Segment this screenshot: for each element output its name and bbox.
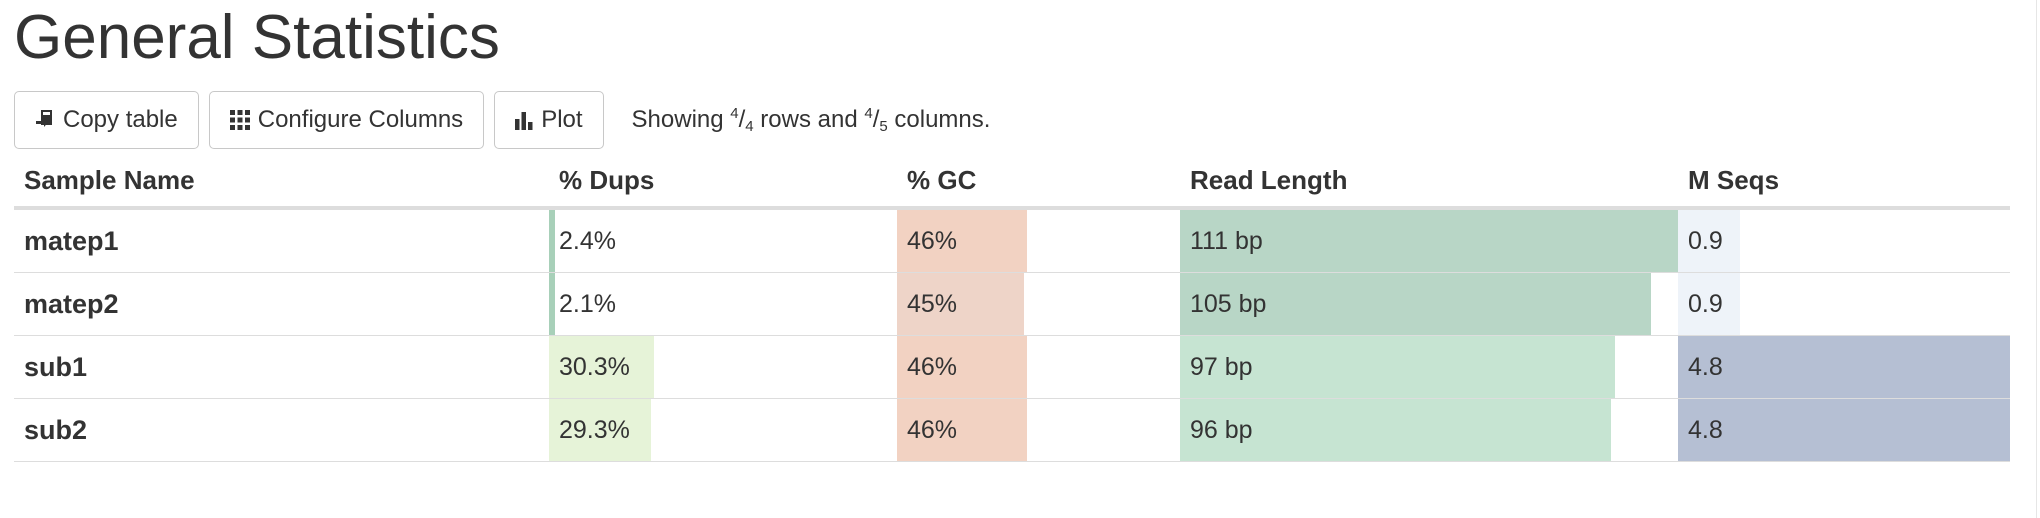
- read-length-value: 105 bp: [1190, 290, 1267, 318]
- gc-bar: [897, 336, 1028, 398]
- gc-value: 46%: [907, 416, 958, 444]
- table-row: matep2 2.1% 45% 105 bp 0.9: [14, 273, 2010, 336]
- dups-bar: [549, 273, 555, 335]
- gc-value: 46%: [907, 227, 958, 255]
- dups-value: 2.1%: [559, 290, 616, 318]
- header-m-seqs[interactable]: M Seqs: [1688, 165, 1780, 195]
- dups-value: 30.3%: [559, 353, 630, 381]
- configure-columns-label: Configure Columns: [257, 106, 464, 133]
- table-header: Sample Name % Dups % GC Read Length M Se…: [14, 154, 2010, 210]
- header-read-length[interactable]: Read Length: [1190, 165, 1348, 195]
- page-title: General Statistics: [14, 3, 500, 72]
- plot-label: Plot: [541, 106, 583, 133]
- gc-cell: 46%: [897, 210, 1180, 272]
- read-length-value: 96 bp: [1190, 416, 1253, 444]
- m-seqs-value: 0.9: [1688, 227, 1723, 255]
- gc-bar: [897, 273, 1025, 335]
- read-length-bar: [1180, 336, 1616, 398]
- gc-bar: [897, 399, 1028, 461]
- m-seqs-bar: [1678, 210, 1741, 272]
- dups-bar: [549, 210, 555, 272]
- m-seqs-cell: 0.9: [1678, 273, 2010, 335]
- read-length-bar: [1180, 273, 1652, 335]
- m-seqs-cell: 4.8: [1678, 336, 2010, 398]
- configure-columns-button[interactable]: Configure Columns: [208, 91, 485, 149]
- dups-value: 29.3%: [559, 416, 630, 444]
- table-row: sub2 29.3% 46% 96 bp 4.8: [14, 399, 2010, 462]
- copy-icon: [35, 109, 55, 131]
- dups-cell: 2.1%: [549, 273, 897, 335]
- read-length-bar: [1180, 399, 1611, 461]
- plot-button[interactable]: Plot: [494, 91, 604, 149]
- read-length-value: 111 bp: [1190, 227, 1263, 255]
- dups-bar: [549, 336, 655, 398]
- cols-shown: 4: [864, 105, 873, 122]
- m-seqs-bar: [1678, 273, 1741, 335]
- sample-name-cell: matep2: [24, 289, 119, 319]
- table-row: sub1 30.3% 46% 97 bp 4.8: [14, 336, 2010, 399]
- read-length-bar: [1180, 210, 1678, 272]
- dups-bar: [549, 399, 651, 461]
- read-length-value: 97 bp: [1190, 353, 1253, 381]
- rows-total: 4: [745, 118, 754, 135]
- m-seqs-bar: [1678, 336, 2010, 398]
- dups-cell: 2.4%: [549, 210, 897, 272]
- sample-name-cell: matep1: [24, 226, 119, 256]
- m-seqs-cell: 0.9: [1678, 210, 2010, 272]
- read-length-cell: 96 bp: [1180, 399, 1678, 461]
- cols-total: 5: [879, 118, 888, 135]
- m-seqs-bar: [1678, 399, 2010, 461]
- gc-bar: [897, 210, 1028, 272]
- gc-value: 46%: [907, 353, 958, 381]
- grid-icon: [229, 110, 250, 130]
- dups-cell: 29.3%: [549, 399, 897, 461]
- status-suffix: columns.: [887, 106, 991, 133]
- m-seqs-value: 4.8: [1688, 353, 1723, 381]
- m-seqs-value: 0.9: [1688, 290, 1723, 318]
- gc-cell: 45%: [897, 273, 1180, 335]
- dups-value: 2.4%: [559, 227, 616, 255]
- copy-table-button[interactable]: Copy table: [14, 91, 199, 149]
- table-toolbar: Copy table Configure Columns: [14, 90, 990, 150]
- dups-cell: 30.3%: [549, 336, 897, 398]
- sample-name-cell: sub1: [24, 352, 88, 382]
- header-sample-name[interactable]: Sample Name: [24, 165, 195, 195]
- read-length-cell: 105 bp: [1180, 273, 1678, 335]
- bar-chart-icon: [515, 110, 533, 130]
- copy-table-label: Copy table: [63, 106, 178, 133]
- m-seqs-cell: 4.8: [1678, 399, 2010, 461]
- table-status-text: Showing 4/4 rows and 4/5 columns.: [631, 105, 991, 135]
- scrollbar-edge: [2036, 0, 2040, 518]
- gc-cell: 46%: [897, 336, 1180, 398]
- read-length-cell: 97 bp: [1180, 336, 1678, 398]
- status-mid: rows and: [753, 106, 865, 133]
- header-dups[interactable]: % Dups: [559, 165, 655, 195]
- general-statistics-table: Sample Name % Dups % GC Read Length M Se…: [14, 154, 2010, 462]
- read-length-cell: 111 bp: [1180, 210, 1678, 272]
- table-row: matep1 2.4% 46% 111 bp 0.9: [14, 210, 2010, 273]
- gc-value: 45%: [907, 290, 958, 318]
- status-prefix: Showing: [631, 106, 731, 133]
- header-gc[interactable]: % GC: [907, 165, 977, 195]
- m-seqs-value: 4.8: [1688, 416, 1723, 444]
- rows-shown: 4: [730, 105, 739, 122]
- sample-name-cell: sub2: [24, 415, 88, 445]
- gc-cell: 46%: [897, 399, 1180, 461]
